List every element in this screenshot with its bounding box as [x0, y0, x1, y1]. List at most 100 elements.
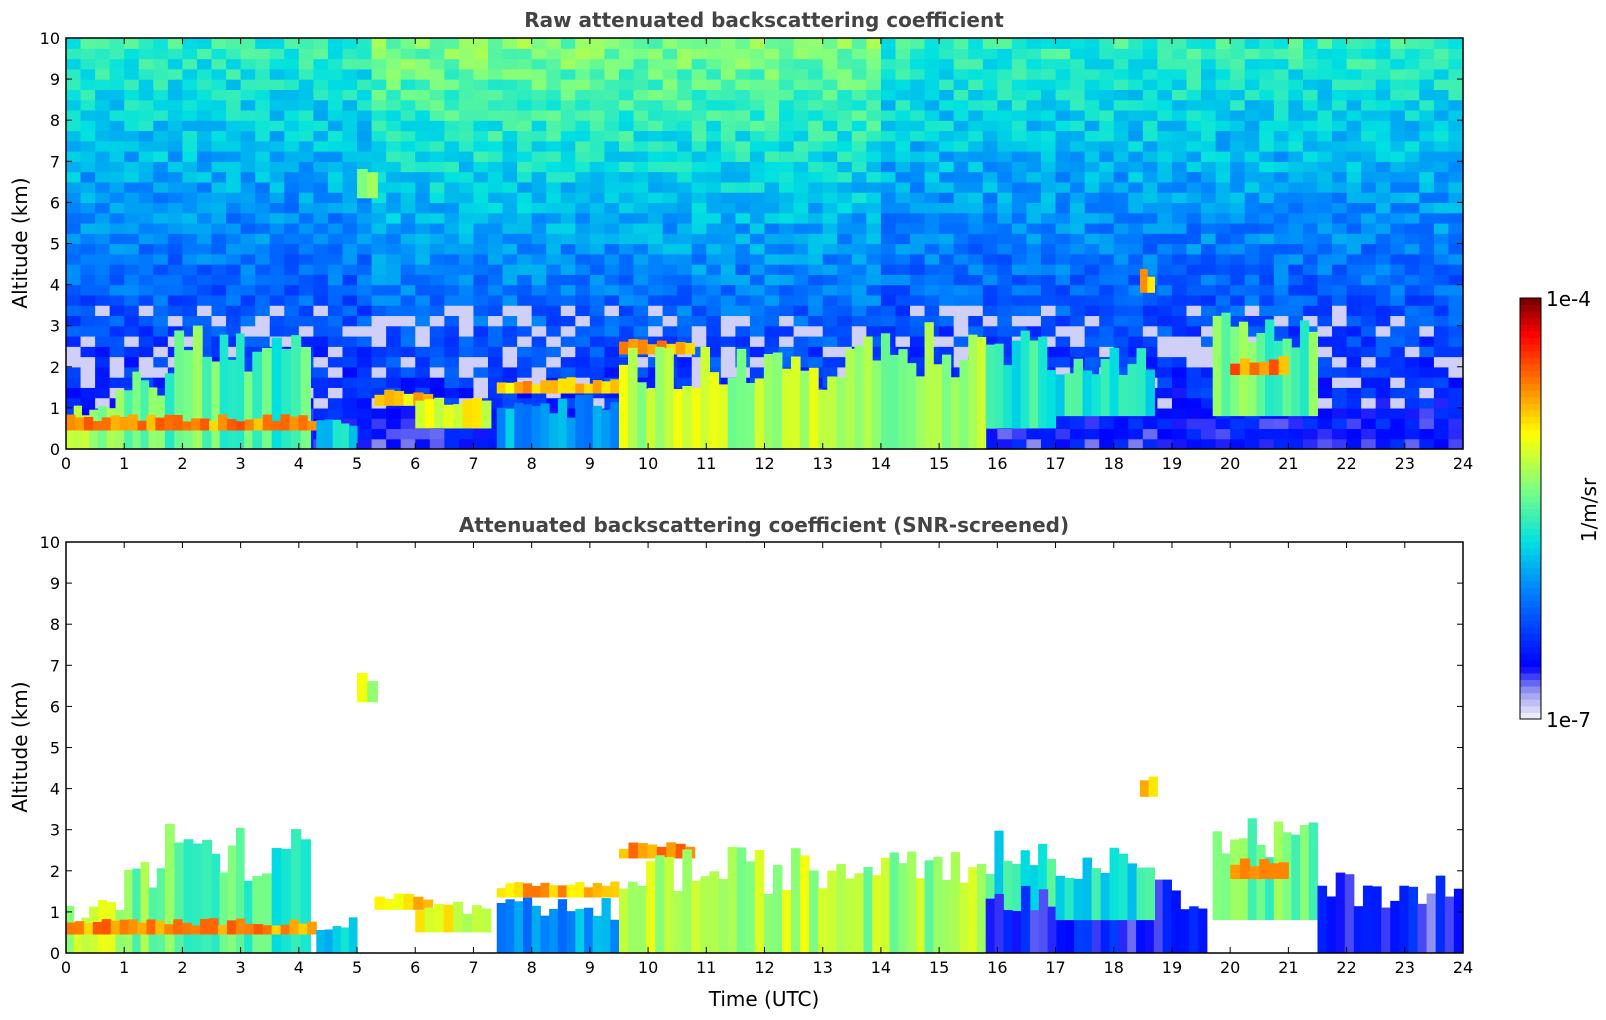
background-cell	[138, 325, 154, 337]
background-cell	[589, 192, 606, 204]
background-cell	[691, 335, 707, 347]
background-cell	[1419, 366, 1435, 378]
backscatter-feature	[1012, 911, 1022, 953]
background-cell	[1084, 253, 1100, 265]
background-cell	[1186, 377, 1202, 388]
background-cell	[327, 284, 344, 296]
background-cell	[779, 233, 795, 245]
background-cell	[1026, 99, 1042, 111]
background-cell	[1317, 212, 1333, 224]
background-cell	[386, 181, 402, 193]
background-cell	[1084, 366, 1100, 378]
background-cell	[342, 366, 358, 378]
background-cell	[255, 171, 271, 183]
background-cell	[1332, 120, 1348, 132]
background-cell	[1128, 161, 1144, 173]
background-cell	[488, 346, 504, 358]
background-cell	[415, 99, 431, 111]
background-cell	[1302, 284, 1319, 296]
background-cell	[473, 68, 489, 80]
background-cell	[1259, 253, 1275, 265]
backscatter-feature	[81, 917, 90, 953]
background-cell	[735, 335, 751, 347]
background-cell	[1055, 356, 1071, 368]
background-cell	[749, 109, 766, 121]
background-cell	[1302, 418, 1319, 430]
backscatter-feature	[557, 378, 568, 394]
background-cell	[808, 325, 824, 337]
background-cell	[517, 58, 533, 70]
background-cell	[1375, 294, 1391, 306]
background-cell	[779, 140, 795, 152]
background-cell	[1040, 212, 1057, 224]
background-cell	[415, 151, 431, 162]
background-cell	[749, 130, 766, 142]
background-cell	[240, 120, 256, 132]
backscatter-feature	[1139, 780, 1150, 797]
colorbar-band	[1520, 620, 1541, 628]
background-cell	[298, 79, 314, 90]
background-cell	[1055, 79, 1071, 90]
background-cell	[706, 89, 722, 101]
background-cell	[749, 284, 766, 296]
background-cell	[866, 171, 882, 183]
background-cell	[1419, 120, 1435, 132]
background-cell	[226, 305, 242, 317]
background-cell	[95, 356, 111, 368]
background-cell	[240, 171, 256, 183]
background-cell	[910, 171, 926, 183]
backscatter-feature	[367, 681, 378, 703]
background-cell	[910, 140, 926, 152]
background-cell	[618, 161, 635, 173]
background-cell	[575, 181, 591, 193]
backscatter-feature	[809, 367, 819, 449]
background-cell	[1186, 99, 1202, 111]
background-cell	[939, 171, 955, 183]
background-cell	[400, 151, 416, 162]
background-cell	[1070, 109, 1086, 121]
background-cell	[1302, 79, 1319, 90]
background-cell	[939, 202, 955, 214]
background-cell	[342, 212, 358, 224]
colorbar-band	[1520, 357, 1541, 365]
background-cell	[138, 140, 154, 152]
background-cell	[560, 274, 576, 286]
background-cell	[80, 130, 96, 142]
background-cell	[109, 222, 125, 234]
background-cell	[648, 284, 664, 296]
background-cell	[1142, 418, 1158, 430]
background-cell	[95, 89, 111, 101]
background-cell	[1419, 130, 1435, 142]
background-cell	[1099, 89, 1115, 101]
background-cell	[1201, 222, 1217, 234]
background-cell	[546, 315, 562, 327]
background-cell	[298, 151, 314, 162]
background-cell	[822, 130, 838, 142]
background-cell	[1317, 68, 1333, 80]
background-cell	[182, 274, 198, 286]
background-cell	[1171, 356, 1188, 368]
background-cell	[1201, 151, 1217, 162]
backscatter-feature	[183, 839, 194, 953]
background-cell	[488, 38, 504, 49]
background-cell	[560, 181, 576, 193]
background-cell	[837, 58, 853, 70]
background-cell	[240, 253, 256, 265]
backscatter-feature	[280, 924, 290, 935]
background-cell	[211, 233, 227, 245]
background-cell	[1040, 438, 1057, 450]
background-cell	[109, 346, 125, 358]
background-cell	[313, 202, 329, 214]
background-cell	[953, 274, 969, 286]
backscatter-feature	[66, 414, 76, 431]
background-cell	[997, 346, 1013, 358]
background-cell	[1040, 161, 1057, 173]
background-cell	[1288, 68, 1304, 80]
background-cell	[1433, 181, 1450, 193]
background-cell	[226, 233, 242, 245]
background-cell	[939, 68, 955, 80]
background-cell	[415, 171, 431, 183]
backscatter-feature	[872, 875, 882, 953]
background-cell	[575, 315, 591, 327]
background-cell	[1390, 438, 1406, 450]
